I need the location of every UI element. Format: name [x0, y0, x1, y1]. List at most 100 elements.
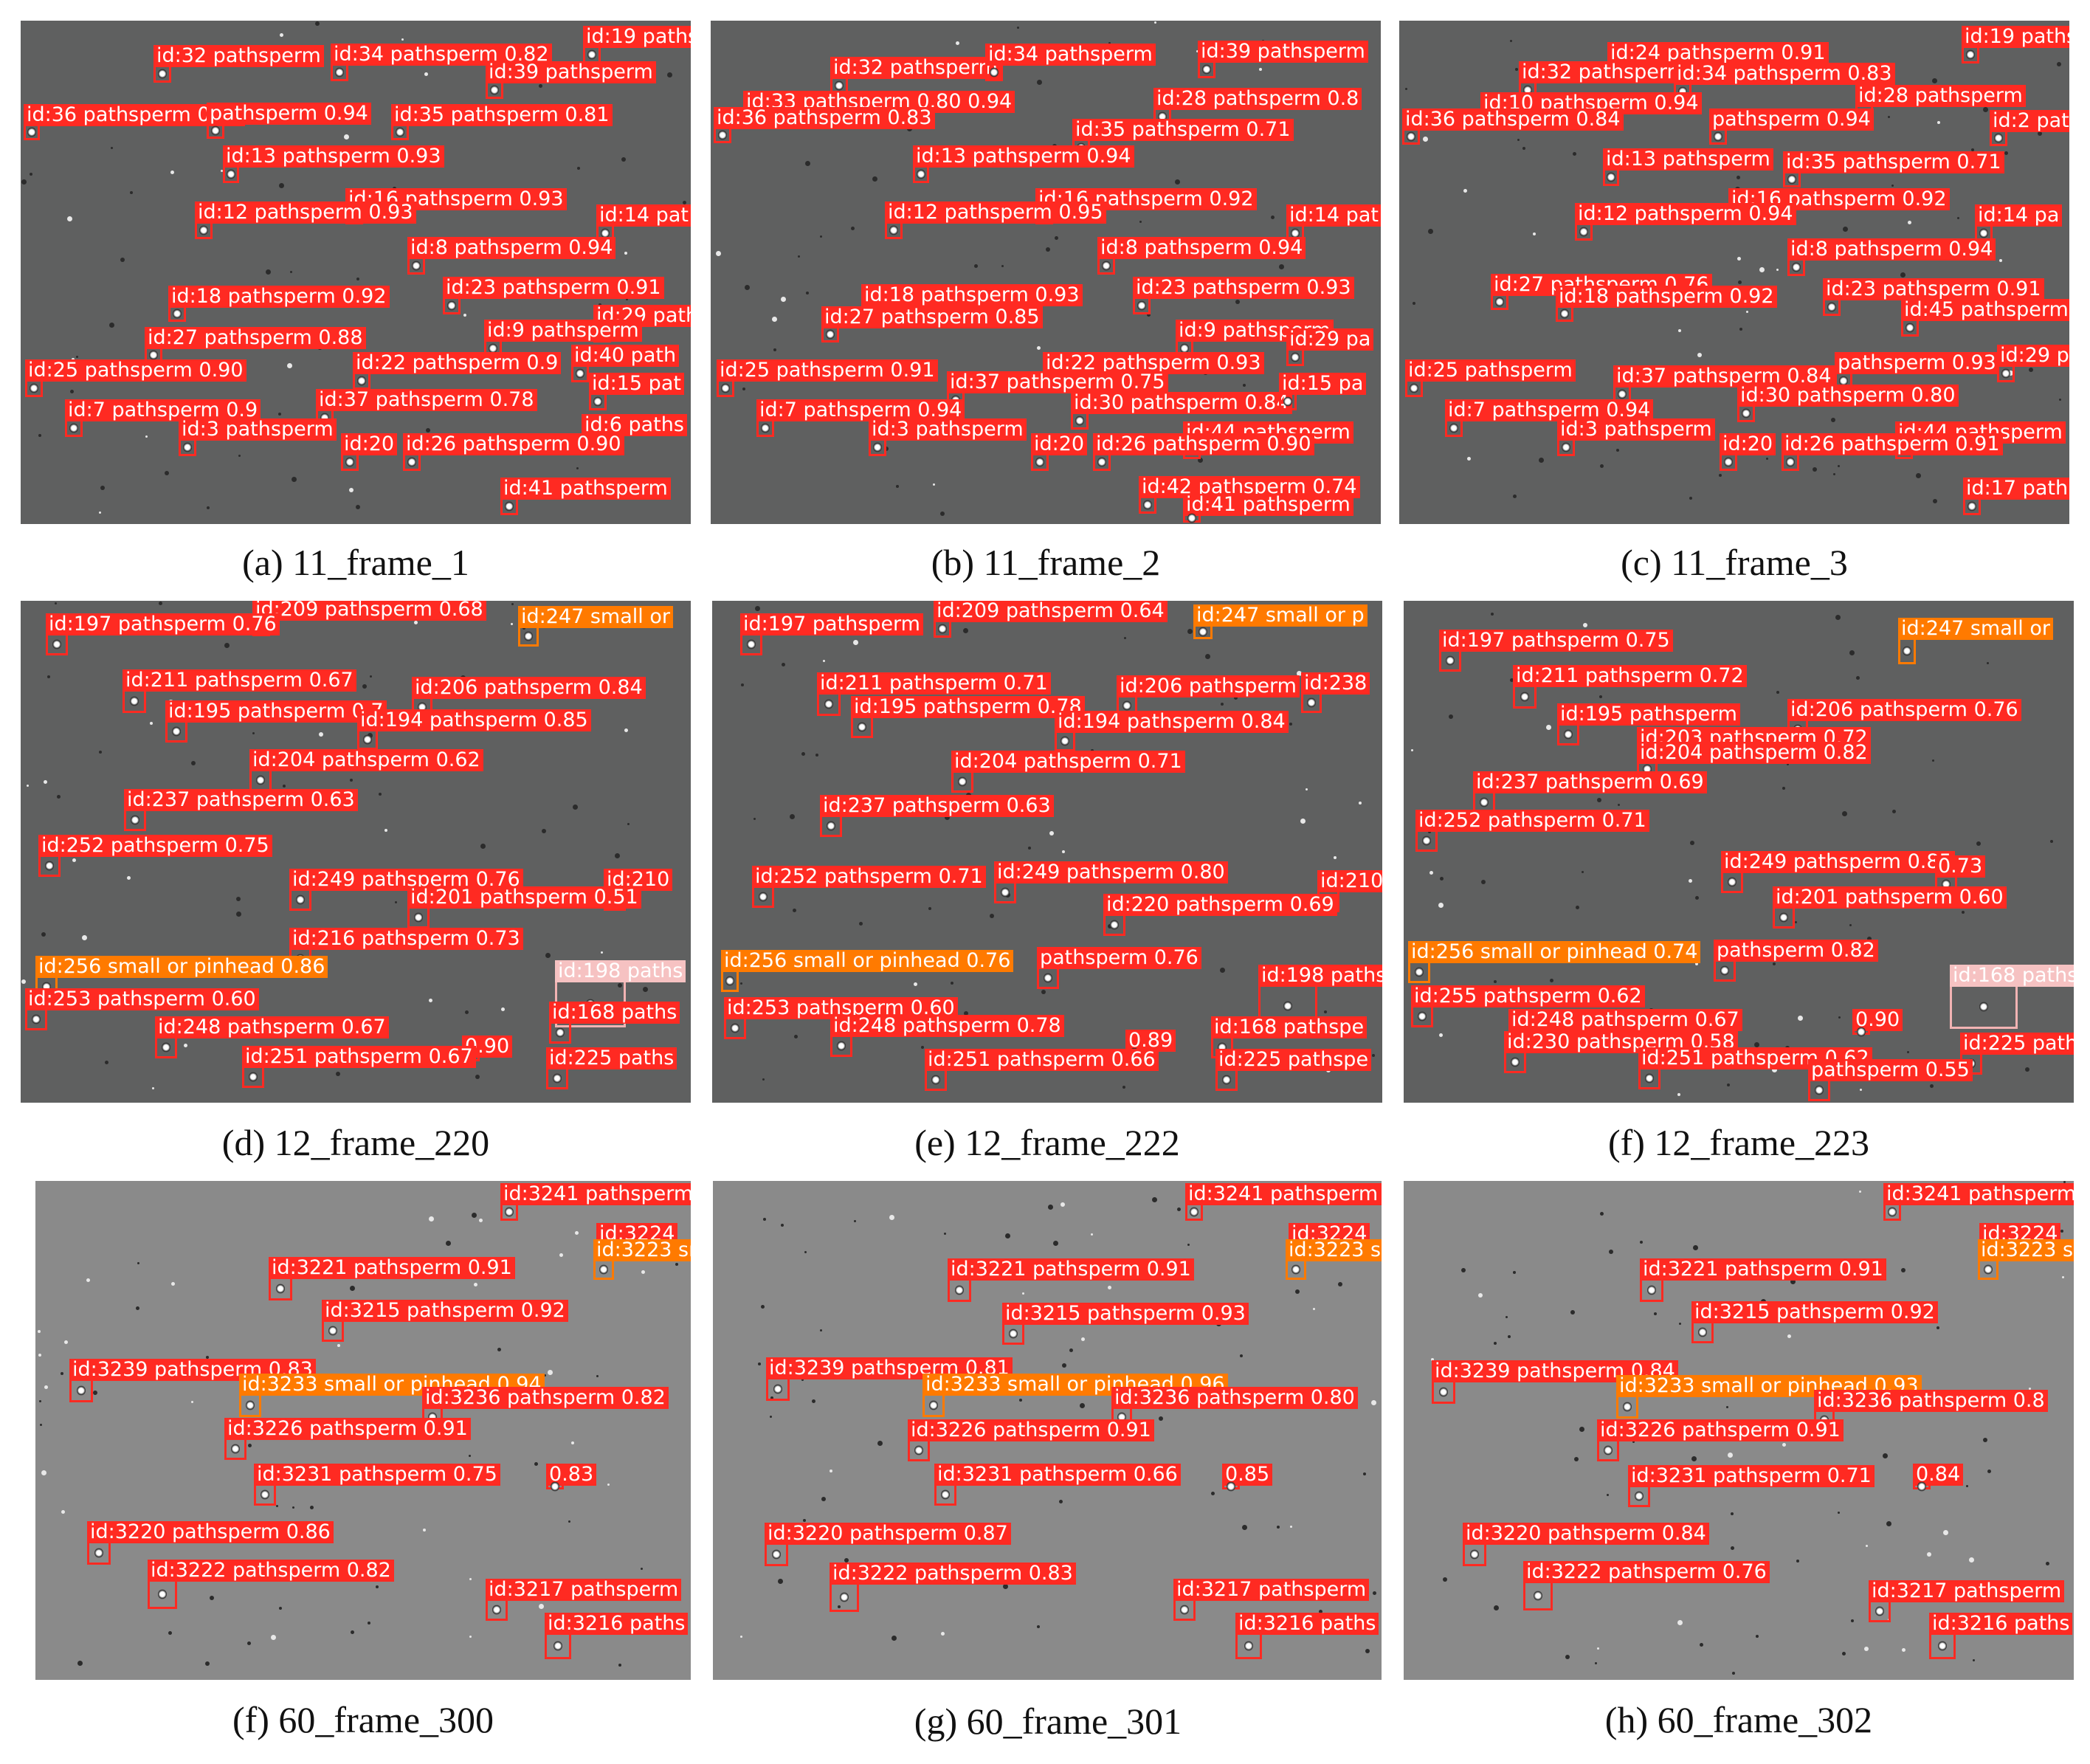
sperm-cell: [256, 775, 265, 785]
background-speck: [1756, 1635, 1759, 1638]
detection-label: id:7 pathsperm 0.94: [756, 399, 965, 421]
sperm-cell: [759, 892, 768, 902]
panel-caption: (a) 11_frame_1: [242, 542, 469, 583]
detection-label: id:30 pathsperm 0.84: [1071, 392, 1292, 414]
background-speck: [1428, 229, 1433, 234]
detection-box: id:3216 paths: [1929, 1613, 2073, 1659]
background-speck: [64, 1340, 68, 1344]
background-speck: [641, 1270, 645, 1274]
background-speck: [221, 170, 223, 172]
detection-box: id:45 pathsperm: [1901, 299, 2069, 337]
background-speck: [1295, 1289, 1300, 1294]
background-speck: [1037, 1625, 1040, 1628]
detection-label: id:29 pa: [1286, 328, 1374, 351]
sperm-cell: [599, 1264, 608, 1275]
sperm-cell: [1994, 133, 2003, 143]
detection-box: id:39 pathsperm: [486, 61, 656, 99]
background-speck: [1478, 1293, 1483, 1298]
detection-box: id:253 pathsperm 0.60: [25, 988, 259, 1030]
background-speck: [475, 1075, 480, 1079]
sperm-cell: [772, 1549, 781, 1560]
background-speck: [152, 1087, 154, 1089]
background-speck: [1373, 1591, 1376, 1595]
background-speck: [1892, 810, 1896, 813]
background-speck: [1697, 353, 1702, 357]
background-speck: [1124, 637, 1126, 639]
detection-label: id:20: [1720, 433, 1776, 455]
background-speck: [38, 434, 41, 437]
background-speck: [41, 1470, 46, 1475]
sperm-cell: [505, 501, 514, 511]
sperm-cell: [1579, 227, 1588, 237]
detection-box: id:168 paths: [549, 1002, 680, 1044]
background-speck: [21, 179, 27, 185]
background-speck: [1517, 139, 1520, 141]
background-speck: [1048, 1205, 1053, 1210]
sperm-cell: [721, 383, 730, 393]
background-speck: [150, 722, 153, 725]
sperm-cell: [556, 1027, 565, 1038]
detection-box: id:22 pathsperm 0.93: [1043, 352, 1264, 390]
detection-label: id:225 paths: [546, 1047, 677, 1069]
background-speck: [1510, 40, 1512, 42]
detection-box: id:3221 pathsperm 0.91: [948, 1258, 1194, 1302]
sperm-cell: [492, 1605, 501, 1615]
detection-box: pathsperm 0.94: [207, 103, 371, 139]
detection-label: 0.85: [1222, 1464, 1273, 1486]
background-speck: [773, 348, 776, 351]
detection-box: id:16 pathsperm 0.92: [1728, 188, 1950, 224]
detection-box: id:248 pathsperm 0.67: [1508, 1009, 1742, 1051]
background-speck: [1746, 311, 1748, 313]
background-speck: [86, 1278, 90, 1282]
background-speck: [1154, 21, 1156, 24]
background-speck: [165, 471, 169, 475]
background-speck: [1003, 1584, 1008, 1589]
background-speck: [1411, 749, 1413, 751]
detection-label: id:204 pathsperm 0.82: [1637, 742, 1871, 764]
background-speck: [1927, 1552, 1931, 1557]
background-speck: [1439, 1033, 1443, 1037]
background-speck: [105, 1061, 108, 1064]
background-speck: [1787, 763, 1789, 765]
background-speck: [2025, 1067, 2029, 1072]
background-speck: [171, 1282, 175, 1286]
background-speck: [1902, 1648, 1906, 1652]
background-speck: [401, 38, 404, 41]
background-speck: [1508, 1335, 1511, 1338]
sperm-cell: [1446, 655, 1455, 666]
background-speck: [782, 663, 785, 666]
sperm-cell: [30, 383, 38, 393]
background-speck: [1570, 1310, 1575, 1315]
detection-label: id:3226 pathsperm 0.91: [224, 1418, 471, 1440]
detection-label: id:32 pathsperm: [830, 57, 1001, 79]
detection-label: id:30 pathsperm 0.80: [1737, 385, 1959, 407]
detection-box: id:7 pathsperm 0.94: [1445, 399, 1654, 437]
detection-box: id:32 pathsperm: [1519, 61, 1689, 99]
background-speck: [1053, 1241, 1058, 1246]
background-speck: [287, 363, 292, 368]
background-speck: [990, 914, 994, 918]
sperm-cell: [1075, 416, 1084, 426]
background-speck: [351, 1630, 354, 1634]
sperm-cell: [1199, 627, 1207, 637]
background-speck: [2029, 368, 2033, 372]
detection-box: id:29 pa: [1997, 345, 2069, 382]
background-speck: [889, 1215, 894, 1220]
sperm-cell: [1906, 323, 1914, 333]
background-speck: [815, 754, 818, 757]
background-speck: [1772, 1067, 1777, 1072]
panel-caption: (g) 60_frame_301: [914, 1701, 1182, 1742]
background-speck: [1867, 937, 1872, 941]
sperm-cell: [1470, 1549, 1479, 1560]
sperm-cell: [1647, 1285, 1656, 1295]
background-speck: [758, 1362, 761, 1365]
background-speck: [534, 1462, 538, 1466]
background-speck: [1838, 1512, 1840, 1514]
background-speck: [1363, 1472, 1366, 1475]
background-speck: [770, 1416, 772, 1418]
sperm-cell: [1966, 49, 1975, 60]
detection-box: id:26 pathsperm 0.91: [1782, 433, 2003, 471]
background-speck: [276, 1505, 278, 1507]
detection-label: id:3231 pathsperm 0.75: [254, 1464, 500, 1486]
sperm-cell: [505, 1207, 514, 1217]
